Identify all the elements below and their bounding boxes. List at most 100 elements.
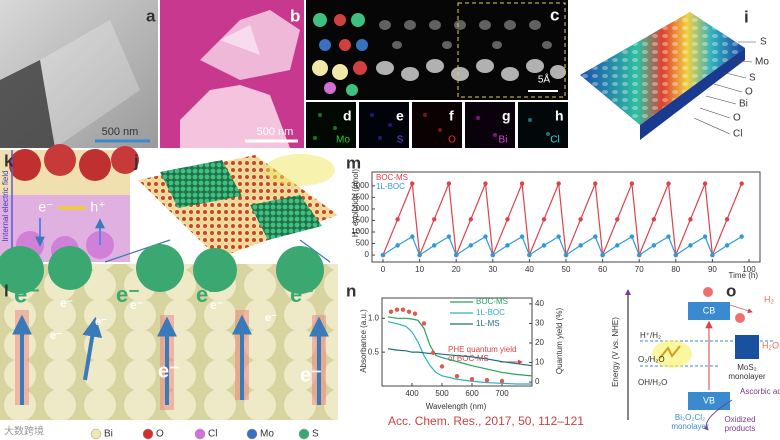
layer-label: Cl bbox=[733, 129, 742, 140]
data-point bbox=[615, 217, 620, 222]
x-tick-label: 70 bbox=[635, 265, 644, 274]
y2-tick-label: 0 bbox=[535, 377, 540, 386]
x-tick-label: 30 bbox=[488, 265, 497, 274]
panel-o-diagram-path bbox=[703, 399, 733, 431]
y-axis-label: H₂ evolution (μmol) bbox=[351, 169, 360, 238]
legend-label: Bi bbox=[104, 429, 113, 440]
panel-c-image-circle bbox=[312, 60, 328, 76]
element-map-images-rect bbox=[306, 102, 356, 148]
data-point bbox=[380, 252, 386, 258]
panel-o-diagram-circle bbox=[735, 313, 745, 323]
x-tick-label: 600 bbox=[465, 389, 479, 398]
data-point bbox=[430, 350, 436, 355]
electron-label: e⁻ bbox=[158, 360, 180, 382]
element-label: Cl bbox=[550, 135, 559, 146]
element-map-images-g-circle bbox=[528, 118, 532, 122]
panel-o-diagram-line bbox=[729, 304, 753, 314]
panel-c-image-circle bbox=[351, 13, 365, 27]
panel-j-image-polygon bbox=[160, 160, 242, 208]
panel-c-image-g-ellipse bbox=[501, 67, 519, 81]
data-point bbox=[651, 217, 657, 222]
citation: Acc. Chem. Res., 2017, 50, 112–121 bbox=[388, 414, 584, 428]
panel-l-image-circle bbox=[48, 246, 92, 290]
y-tick-label: 1000 bbox=[351, 227, 369, 236]
legend-label: Cl bbox=[208, 429, 217, 440]
panel-c-image-g-ellipse bbox=[476, 59, 494, 73]
element-map-images-g-circle bbox=[313, 136, 317, 140]
data-point bbox=[469, 376, 475, 382]
data-point bbox=[454, 374, 460, 379]
panel-j-image-line bbox=[299, 239, 331, 263]
panel-c-image-g-ellipse bbox=[451, 67, 469, 81]
y2-axis-label: Quantum yield (%) bbox=[555, 308, 564, 375]
data-point bbox=[483, 181, 488, 186]
vb-label: VB bbox=[703, 395, 715, 405]
panel-c-image-g-ellipse bbox=[429, 20, 441, 30]
element-label: Bi bbox=[499, 135, 508, 146]
element-map-images bbox=[306, 102, 568, 148]
panel-c-image-g-ellipse bbox=[492, 41, 502, 49]
electron-label: e⁻ bbox=[210, 298, 223, 312]
panel-b-image-path bbox=[180, 85, 290, 148]
panel-a-image-path bbox=[0, 60, 55, 148]
panel-l-image bbox=[0, 244, 338, 420]
level-label: OH/H₂O bbox=[638, 378, 667, 387]
panel-l-image-circle bbox=[136, 244, 184, 292]
element-map-images-g bbox=[313, 113, 550, 140]
panel-label: b bbox=[290, 6, 300, 25]
panel-k-image bbox=[0, 144, 139, 264]
data-point bbox=[710, 252, 715, 258]
element-map-images-rect bbox=[465, 102, 515, 148]
panel-b-image-path bbox=[220, 25, 260, 55]
panel-c-image bbox=[306, 0, 568, 100]
legend-label: BOC-MS bbox=[476, 297, 508, 306]
panel-c-image-circle bbox=[339, 39, 351, 51]
panel-i-image-g-line bbox=[705, 95, 737, 105]
panel-label: c bbox=[550, 5, 559, 24]
series-line bbox=[382, 235, 743, 256]
panel-c-image-g-ellipse bbox=[401, 67, 419, 81]
legend-swatch bbox=[90, 428, 102, 440]
panel-c-image-g-ellipse bbox=[376, 61, 394, 75]
data-point bbox=[739, 181, 744, 186]
panel-c-image-g-ellipse bbox=[442, 41, 452, 49]
data-point bbox=[673, 252, 679, 258]
panel-j-image-line bbox=[104, 239, 171, 263]
panel-label: f bbox=[449, 108, 454, 124]
scale-bar-label: 5Å bbox=[538, 73, 551, 86]
x-tick-label: 500 bbox=[435, 389, 449, 398]
data-point bbox=[499, 378, 505, 384]
data-point bbox=[651, 243, 657, 248]
y-tick-label: 1500 bbox=[351, 216, 369, 225]
panel-c-image-g-ellipse bbox=[479, 20, 491, 30]
data-point bbox=[637, 252, 642, 258]
panel-label: o bbox=[726, 281, 736, 300]
electron-label: e⁻ bbox=[265, 312, 277, 324]
data-point bbox=[410, 181, 415, 186]
legend-label: BOC-MS bbox=[376, 173, 408, 182]
data-point bbox=[702, 181, 708, 186]
data-point bbox=[417, 252, 422, 258]
data-point bbox=[395, 243, 400, 248]
panel-c-image-circle bbox=[334, 14, 346, 26]
data-point bbox=[556, 234, 561, 239]
legend-label: S bbox=[312, 429, 319, 440]
data-point bbox=[468, 217, 474, 222]
element-map-images-g-circle bbox=[333, 126, 337, 130]
mos2-label: monolayer bbox=[728, 372, 766, 381]
panel-i-image-g-line bbox=[729, 59, 753, 63]
products-label: products bbox=[725, 424, 756, 433]
data-point bbox=[439, 364, 445, 369]
data-point bbox=[666, 181, 671, 186]
electron-label: e⁻ bbox=[50, 330, 62, 342]
data-point bbox=[629, 181, 635, 186]
x-tick-label: 400 bbox=[405, 389, 419, 398]
x-tick-label: 10 bbox=[415, 265, 424, 274]
layer-label: S bbox=[749, 73, 756, 84]
data-point bbox=[739, 234, 744, 239]
data-point bbox=[490, 252, 495, 258]
electron-label: e⁻ bbox=[130, 298, 143, 312]
panel-label: d bbox=[343, 108, 352, 124]
element-map-images-g-circle bbox=[388, 123, 392, 127]
